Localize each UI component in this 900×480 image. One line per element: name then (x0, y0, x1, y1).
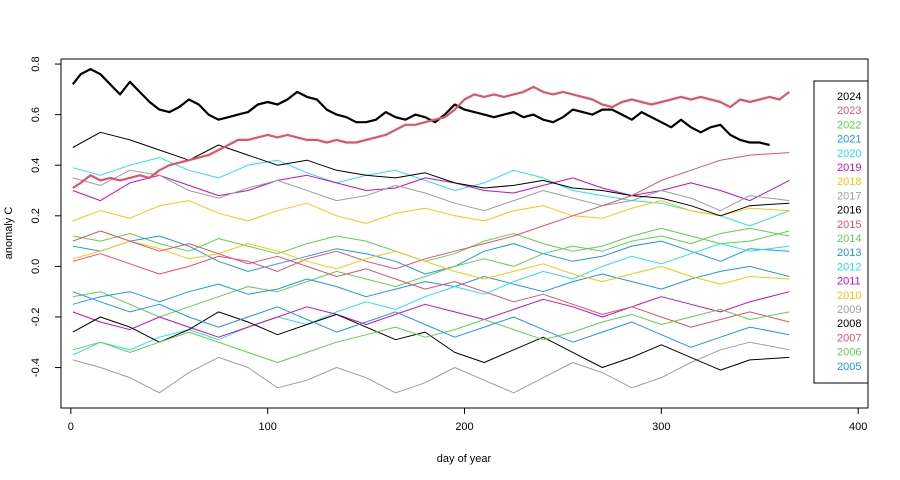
series-line-2010 (72, 240, 790, 285)
x-axis: 0 100 200 300 400 (68, 408, 867, 433)
legend: 2024 2023 2022 2021 2020 2019 2018 2017 2016 2015… (813, 80, 869, 384)
legend-entry-2022: 2022 (837, 119, 861, 131)
series-layer (71, 67, 790, 394)
legend-entry-2010: 2010 (837, 290, 861, 302)
x-tick-label: 0 (68, 421, 74, 433)
x-tick-label: 100 (258, 421, 276, 433)
y-axis: -0.4 -0.2 0.0 0.2 0.4 0.6 0.8 (30, 56, 61, 377)
legend-entry-2021: 2021 (837, 134, 861, 146)
legend-entry-2011: 2011 (837, 276, 861, 288)
x-tick-label: 300 (652, 421, 670, 433)
series-line-2017 (72, 169, 790, 212)
series-line-2008 (72, 311, 790, 371)
legend-entry-2020: 2020 (837, 148, 861, 160)
legend-entry-2016: 2016 (837, 205, 861, 217)
series-line-2024 (71, 67, 770, 147)
x-tick-label: 400 (849, 421, 867, 433)
x-axis-title: day of year (437, 453, 492, 465)
legend-entry-2019: 2019 (837, 162, 861, 174)
legend-entry-2015: 2015 (837, 219, 861, 231)
series-line-2011 (72, 291, 790, 338)
legend-entry-2018: 2018 (837, 176, 861, 188)
y-tick-label: 0.8 (30, 56, 42, 71)
legend-entry-2014: 2014 (837, 233, 861, 245)
legend-entry-2007: 2007 (837, 332, 861, 344)
legend-entry-2009: 2009 (837, 304, 861, 316)
series-line-2006 (72, 308, 790, 363)
series-line-2007 (72, 230, 790, 328)
legend-entry-2012: 2012 (837, 261, 861, 273)
legend-entry-2008: 2008 (837, 318, 861, 330)
series-line-2012 (72, 243, 790, 356)
series-line-2013 (72, 265, 790, 305)
legend-entry-2013: 2013 (837, 247, 861, 259)
series-line-2021 (72, 235, 790, 275)
y-tick-label: 0.2 (30, 208, 42, 223)
series-line-2005 (72, 291, 790, 348)
y-tick-label: 0.0 (30, 259, 42, 274)
x-tick-label: 200 (455, 421, 473, 433)
legend-entry-2006: 2006 (837, 347, 861, 359)
series-line-2019 (72, 174, 790, 202)
legend-entry-2024: 2024 (837, 91, 861, 103)
series-line-2023 (72, 85, 790, 189)
series-line-2009 (72, 341, 790, 394)
y-tick-label: 0.6 (30, 107, 42, 122)
series-line-2016 (72, 131, 790, 217)
series-line-2015 (72, 152, 790, 275)
y-tick-label: 0.4 (30, 158, 42, 173)
y-tick-label: -0.4 (30, 358, 42, 377)
series-line-2020 (72, 157, 790, 227)
y-axis-title: anomaly C (3, 207, 15, 260)
legend-entry-2023: 2023 (837, 105, 861, 117)
y-tick-label: -0.2 (30, 307, 42, 326)
series-line-2014 (72, 227, 790, 318)
legend-box (813, 80, 869, 384)
legend-entry-2005: 2005 (837, 361, 861, 373)
legend-entry-2017: 2017 (837, 190, 861, 202)
series-line-2018 (72, 200, 790, 224)
